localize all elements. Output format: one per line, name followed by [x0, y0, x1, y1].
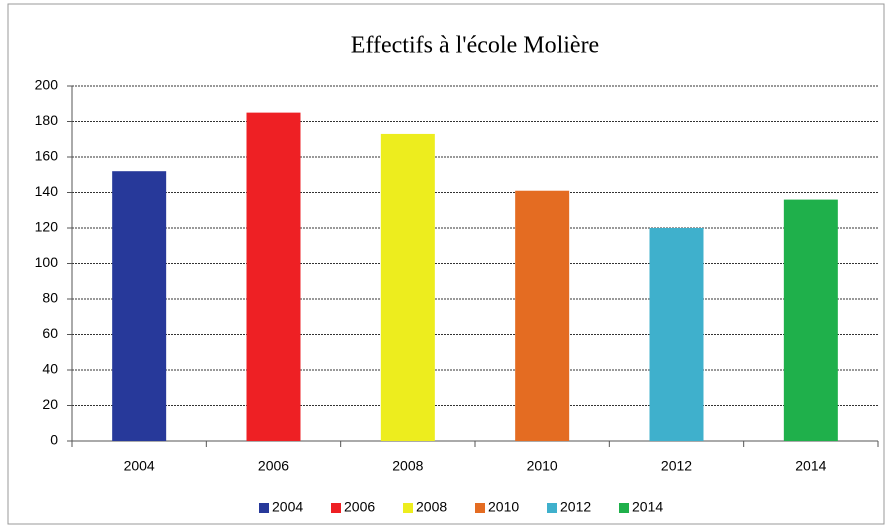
- legend-label: 2012: [560, 499, 591, 515]
- y-tick-label: 20: [42, 396, 58, 412]
- legend-swatch: [403, 503, 413, 513]
- y-tick-label: 60: [42, 325, 58, 341]
- legend-swatch: [475, 503, 485, 513]
- x-tick-label: 2006: [258, 458, 289, 474]
- y-tick-label: 100: [35, 254, 59, 270]
- legend-swatch: [259, 503, 269, 513]
- bar: [515, 190, 570, 441]
- legend-label: 2014: [632, 499, 663, 515]
- legend-label: 2004: [272, 499, 303, 515]
- x-tick-label: 2012: [661, 458, 692, 474]
- y-tick-label: 200: [35, 77, 59, 93]
- legend-swatch: [619, 503, 629, 513]
- legend-swatch: [547, 503, 557, 513]
- x-tick-label: 2014: [795, 458, 826, 474]
- x-tick-label: 2010: [527, 458, 558, 474]
- y-tick-label: 140: [35, 183, 59, 199]
- y-tick-label: 160: [35, 148, 59, 164]
- bar: [246, 112, 301, 441]
- legend-swatch: [331, 503, 341, 513]
- x-tick-label: 2008: [392, 458, 423, 474]
- bar: [649, 228, 704, 441]
- legend-label: 2008: [416, 499, 447, 515]
- y-tick-label: 120: [35, 219, 59, 235]
- legend-label: 2006: [344, 499, 375, 515]
- legend-label: 2010: [488, 499, 519, 515]
- y-tick-label: 40: [42, 361, 58, 377]
- y-tick-label: 80: [42, 290, 58, 306]
- bar: [380, 133, 435, 442]
- bar: [783, 199, 838, 441]
- y-tick-label: 0: [50, 432, 58, 448]
- chart-title: Effectifs à l'école Molière: [351, 33, 599, 59]
- x-tick-label: 2004: [124, 458, 155, 474]
- y-tick-label: 180: [35, 112, 59, 128]
- bar: [112, 171, 167, 441]
